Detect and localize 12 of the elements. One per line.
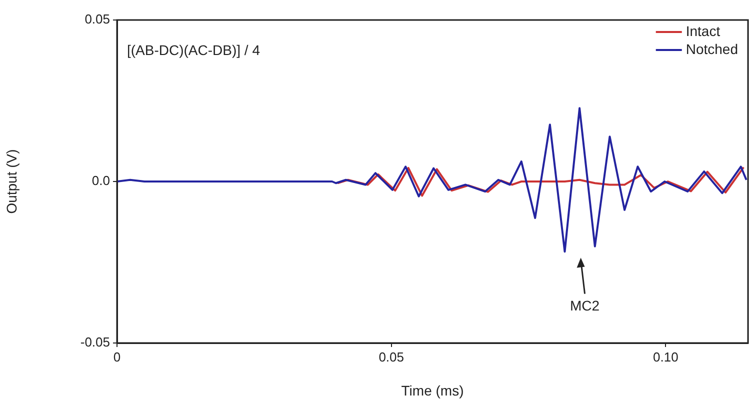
legend-label: Intact [686,22,720,39]
y-tick-label: 0.0 [92,173,110,188]
x-tick-label: 0.10 [653,349,678,364]
x-tick-label: 0.05 [378,349,404,364]
x-tick-label: 0 [113,349,121,364]
y-tick-label: 0.05 [84,12,110,27]
y-tick-label: -0.05 [80,334,110,350]
y-axis-title: Output (V) [3,149,20,214]
legend-label: Notched [686,40,738,57]
x-axis-title: Time (ms) [401,382,464,398]
annotation: MC2 [570,298,600,314]
annotation: [(AB-DC)(AC-DB)] / 4 [127,42,260,58]
